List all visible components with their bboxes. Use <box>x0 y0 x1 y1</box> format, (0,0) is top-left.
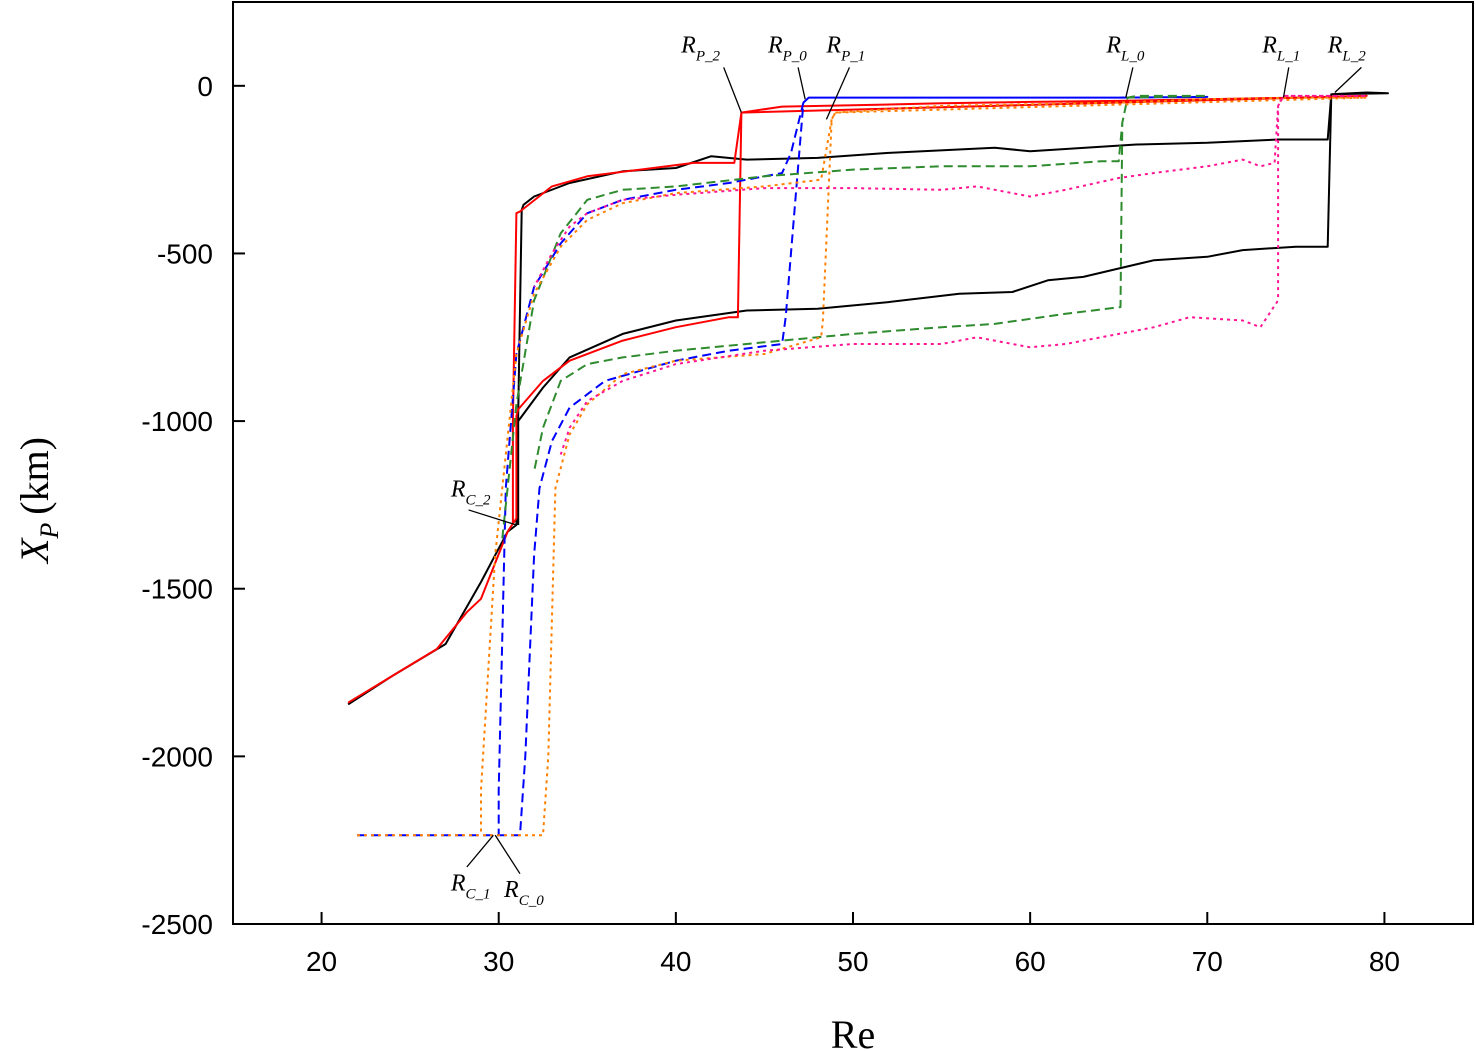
annotation-label: RC_0 <box>503 877 544 909</box>
y-tick-label: -1500 <box>141 574 213 605</box>
x-tick-label: 70 <box>1192 946 1223 977</box>
annotation-label: RL_0 <box>1105 32 1145 64</box>
annotation-layer: RP_2 RP_0 RP_1 RL_0 RL_1 RL_2 RC_2 RC_1 RC_0 <box>450 32 1366 909</box>
x-tick-label: 50 <box>837 946 868 977</box>
series-line-6 <box>533 94 1368 455</box>
annotation-label: RC_1 <box>450 870 491 902</box>
x-axis-title: Re <box>831 1012 875 1052</box>
series-layer <box>347 91 1389 837</box>
y-tick-label: -500 <box>157 238 213 269</box>
annotation-leader <box>494 834 521 875</box>
series-line-1 <box>347 91 1389 706</box>
annotation-label: RP_2 <box>680 32 720 64</box>
series-line-4 <box>501 94 1209 539</box>
y-axis-title: XP (km) <box>12 437 64 565</box>
annotation-leader <box>1334 66 1362 93</box>
y-axis-title-sub: P <box>35 523 64 540</box>
annotation-leader <box>825 67 851 120</box>
annotation-label: RC_2 <box>450 477 491 509</box>
series-line-5 <box>357 96 1368 837</box>
series-line-2 <box>347 94 1368 704</box>
y-tick-label: -1000 <box>141 406 213 437</box>
y-tick-label: -2000 <box>141 741 213 772</box>
annotation-label: RL_1 <box>1261 32 1300 64</box>
x-tick-label: 60 <box>1015 946 1046 977</box>
x-tick-label: 30 <box>483 946 514 977</box>
tick-layer: 20 30 40 50 60 70 80 0 -500 -1000 -1500 -2000 -2500 <box>141 71 1400 977</box>
y-axis-title-main: X <box>12 537 57 565</box>
annotation-label: RP_1 <box>825 32 865 64</box>
series-line-3 <box>357 95 1209 837</box>
annotation-leader <box>1282 67 1290 98</box>
annotation-leader <box>466 834 494 868</box>
x-tick-label: 80 <box>1369 946 1400 977</box>
annotation-leader <box>797 67 806 100</box>
annotation-leader <box>723 67 743 113</box>
annotation-label: RP_0 <box>767 32 807 64</box>
annotation-label: RL_2 <box>1327 32 1367 64</box>
annotation-leader <box>1125 67 1134 98</box>
y-tick-label: -2500 <box>141 909 213 940</box>
x-tick-label: 20 <box>306 946 337 977</box>
x-tick-label: 40 <box>660 946 691 977</box>
annotation-leader <box>468 509 517 526</box>
y-axis-title-unit: (km) <box>12 437 57 515</box>
y-tick-label: 0 <box>197 71 213 102</box>
